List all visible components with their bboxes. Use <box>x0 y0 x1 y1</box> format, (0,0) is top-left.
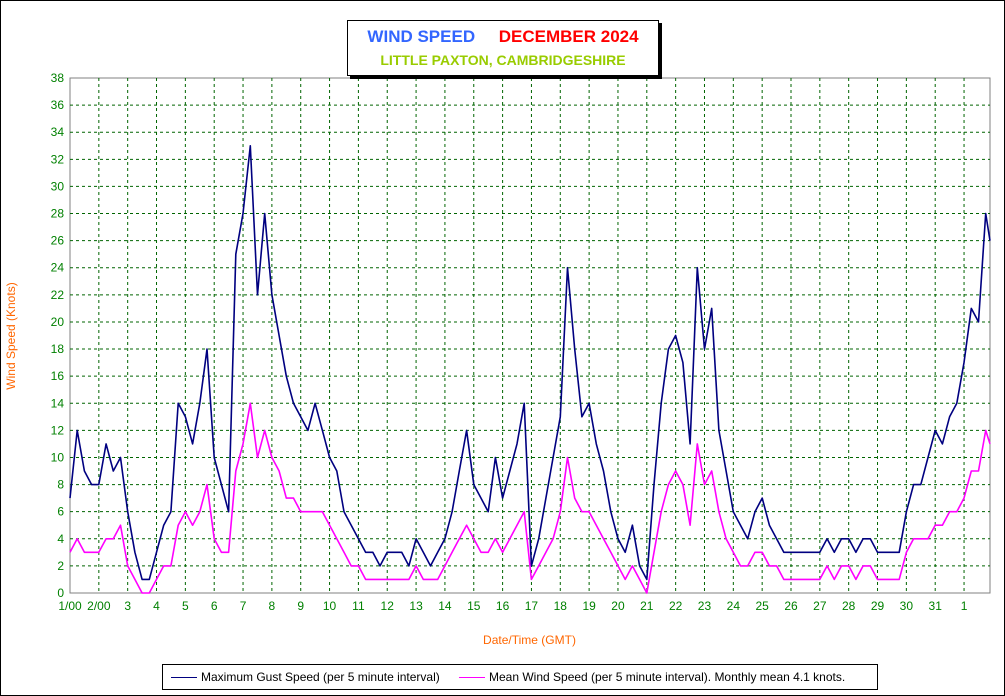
x-tick-label: 15 <box>467 599 481 613</box>
y-tick-label: 36 <box>51 98 65 112</box>
x-tick-label: 2/00 <box>87 599 111 613</box>
x-tick-label: 1/00 <box>58 599 82 613</box>
x-tick-label: 31 <box>929 599 943 613</box>
x-tick-label: 12 <box>381 599 395 613</box>
x-tick-label: 13 <box>409 599 423 613</box>
legend: Maximum Gust Speed (per 5 minute interva… <box>162 664 878 690</box>
x-tick-label: 3 <box>124 599 131 613</box>
x-tick-label: 18 <box>554 599 568 613</box>
x-tick-label: 8 <box>269 599 276 613</box>
x-tick-label: 7 <box>240 599 247 613</box>
y-tick-label: 38 <box>51 71 65 85</box>
series-group <box>69 145 991 594</box>
y-tick-label: 8 <box>57 478 64 492</box>
legend-item-mean: Mean Wind Speed (per 5 minute interval).… <box>459 670 845 684</box>
legend-label-gust: Maximum Gust Speed (per 5 minute interva… <box>201 670 440 684</box>
x-tick-label: 19 <box>582 599 596 613</box>
x-gridlines <box>98 78 965 593</box>
x-tick-label: 6 <box>211 599 218 613</box>
x-tick-labels: 1/00 2/00 3 4 5 6 7 8 9 10 11 12 13 14 15 16 17 18 19 20 21 2… <box>58 599 967 613</box>
chart-title: WIND SPEED DECEMBER 2024 <box>348 27 658 47</box>
y-tick-label: 34 <box>51 125 65 139</box>
x-tick-label: 22 <box>669 599 683 613</box>
legend-label-mean: Mean Wind Speed (per 5 minute interval).… <box>489 670 846 684</box>
x-tick-label: 17 <box>525 599 539 613</box>
y-tick-label: 12 <box>51 423 65 437</box>
x-tick-label: 24 <box>727 599 741 613</box>
y-tick-label: 30 <box>51 179 65 193</box>
x-tick-label: 11 <box>352 599 365 613</box>
y-tick-label: 2 <box>57 559 64 573</box>
x-tick-label: 10 <box>323 599 337 613</box>
y-tick-label: 10 <box>51 450 65 464</box>
y-tick-label: 0 <box>57 586 64 600</box>
x-tick-label: 9 <box>297 599 304 613</box>
x-tick-label: 5 <box>182 599 189 613</box>
y-tick-label: 26 <box>51 234 65 248</box>
x-tick-label: 25 <box>755 599 769 613</box>
x-tick-label: 1 <box>961 599 968 613</box>
y-tick-label: 14 <box>51 396 65 410</box>
y-tick-label: 22 <box>51 288 65 302</box>
chart-subtitle: LITTLE PAXTON, CAMBRIDGESHIRE <box>380 52 626 68</box>
x-tick-label: 23 <box>698 599 712 613</box>
y-tick-label: 28 <box>51 207 65 221</box>
x-tick-label: 29 <box>871 599 885 613</box>
x-tick-label: 20 <box>611 599 625 613</box>
plot-area <box>69 77 991 594</box>
y-tick-label: 4 <box>57 532 64 546</box>
title-month: DECEMBER 2024 <box>498 27 639 46</box>
legend-swatch-mean <box>459 676 485 678</box>
series-line-mean <box>69 402 991 594</box>
y-tick-label: 6 <box>57 505 64 519</box>
y-tick-label: 24 <box>51 261 65 275</box>
y-axis-label: Wind Speed (Knots) <box>4 282 18 390</box>
title-wind-speed: WIND SPEED <box>367 27 476 46</box>
legend-item-gust: Maximum Gust Speed (per 5 minute interva… <box>171 670 440 684</box>
y-tick-label: 20 <box>51 315 65 329</box>
x-tick-label: 21 <box>640 599 654 613</box>
legend-swatch-gust <box>171 676 197 678</box>
y-tick-label: 32 <box>51 152 65 166</box>
y-tick-label: 16 <box>51 369 65 383</box>
x-tick-label: 26 <box>784 599 798 613</box>
series-line-gust <box>69 145 991 581</box>
x-tick-label: 30 <box>900 599 914 613</box>
x-tick-label: 4 <box>153 599 160 613</box>
x-tick-label: 27 <box>813 599 827 613</box>
x-tick-label: 16 <box>496 599 510 613</box>
y-tick-label: 18 <box>51 342 65 356</box>
x-tick-label: 28 <box>842 599 856 613</box>
x-axis-label: Date/Time (GMT) <box>483 633 576 647</box>
chart-title-box: WIND SPEED DECEMBER 2024 LITTLE PAXTON, … <box>347 20 659 76</box>
x-tick-label: 14 <box>438 599 452 613</box>
